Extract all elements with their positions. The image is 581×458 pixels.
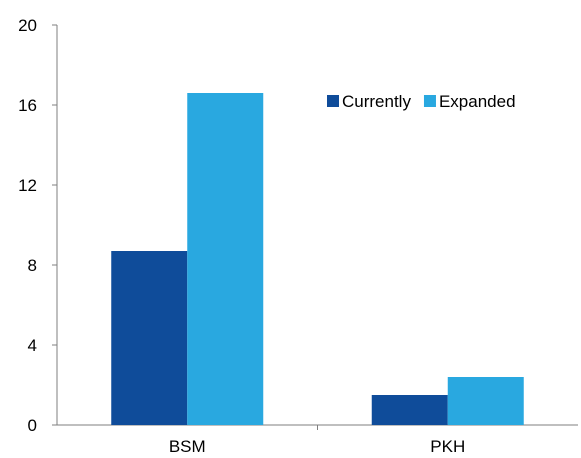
x-tick-label: BSM [169, 437, 206, 456]
bar-expanded-bsm [187, 93, 264, 425]
x-axis: BSM PKH [57, 424, 578, 456]
legend-label: Currently [342, 92, 411, 111]
legend: Currently Expanded [327, 92, 516, 111]
y-tick-label: 8 [28, 256, 37, 275]
y-tick-label: 4 [28, 336, 37, 355]
bar-currently-bsm [111, 251, 188, 425]
bars [111, 93, 524, 425]
legend-swatch [423, 95, 436, 107]
y-axis: 0 4 8 12 16 20 [18, 16, 58, 435]
y-tick-label: 16 [18, 96, 37, 115]
bar-expanded-pkh [447, 377, 524, 425]
x-tick-label: PKH [430, 437, 465, 456]
y-tick-label: 20 [18, 16, 37, 35]
y-tick-label: 0 [28, 416, 37, 435]
bar-currently-pkh [371, 395, 448, 425]
legend-label: Expanded [439, 92, 516, 111]
legend-swatch [327, 95, 339, 107]
y-tick-label: 12 [18, 176, 37, 195]
